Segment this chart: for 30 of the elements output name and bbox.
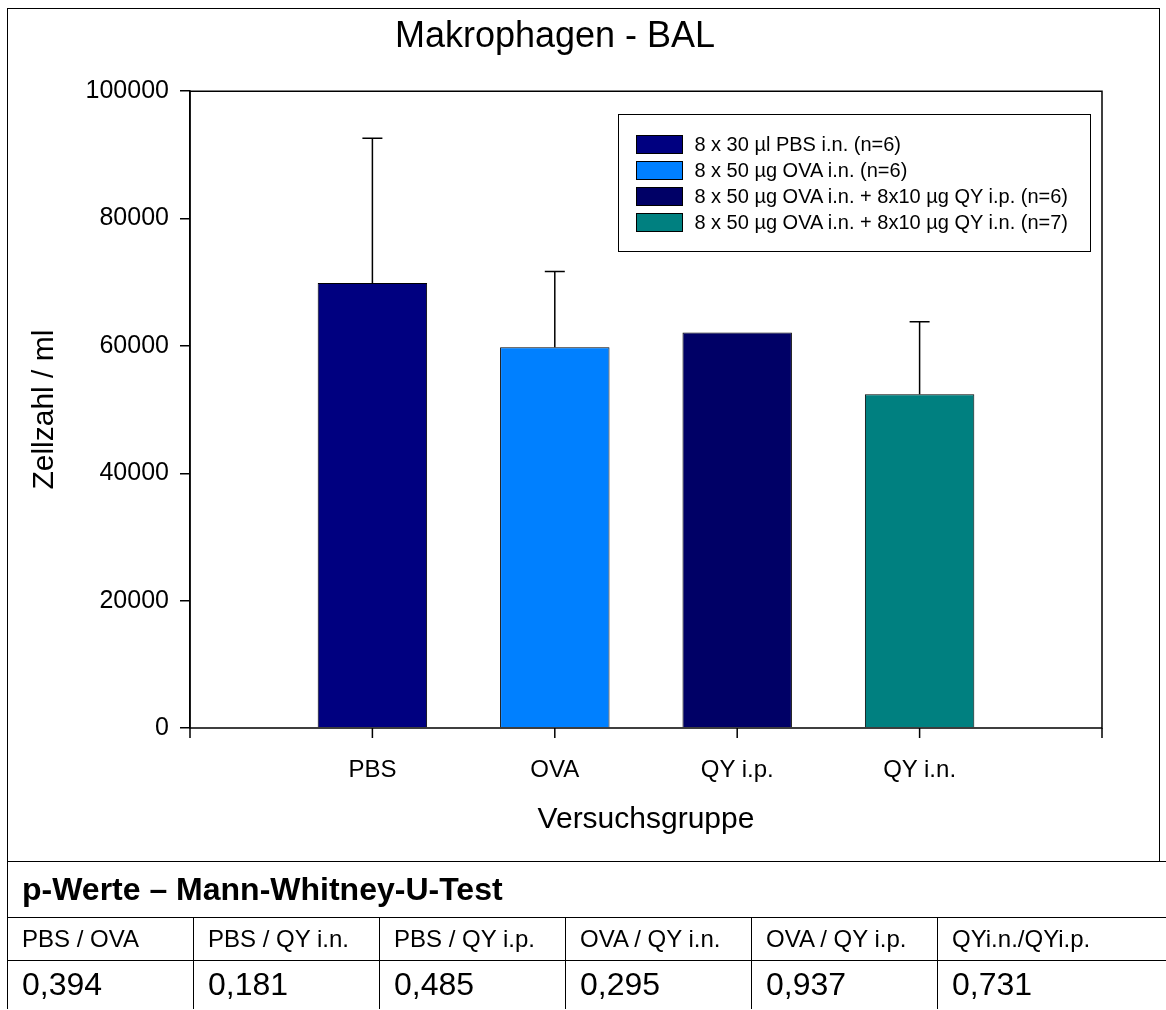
- legend-label: 8 x 50 µg OVA i.n. + 8x10 µg QY i.n. (n=7): [694, 210, 1068, 234]
- text: PBS / OVA: [7, 917, 194, 961]
- y-axis-title: Zellzahl / ml: [26, 329, 60, 490]
- x-axis-title: Versuchsgruppe: [537, 801, 755, 835]
- text: 0,485: [379, 960, 566, 1009]
- x-tick-label: PBS: [348, 755, 397, 783]
- text: 0,937: [751, 960, 938, 1009]
- text: PBS / QY i.n.: [193, 917, 380, 961]
- text: 0,394: [7, 960, 194, 1009]
- text: 0,295: [565, 960, 752, 1009]
- text: 0,181: [193, 960, 380, 1009]
- chart-title: Makrophagen - BAL: [394, 13, 716, 55]
- x-tick-label: OVA: [530, 755, 580, 783]
- text: OVA / QY i.p.: [751, 917, 938, 961]
- text: QYi.n./QYi.p.: [937, 917, 1166, 961]
- legend-label: 8 x 50 µg OVA i.n. (n=6): [694, 158, 908, 182]
- legend-label: 8 x 30 µl PBS i.n. (n=6): [694, 132, 901, 156]
- y-tick-label: 100000: [85, 75, 169, 104]
- x-tick-label: QY i.p.: [700, 755, 774, 783]
- y-tick-label: 80000: [99, 202, 169, 231]
- y-tick-label: 0: [155, 711, 169, 740]
- text: 0,731: [937, 960, 1166, 1009]
- y-tick-label: 60000: [99, 329, 169, 358]
- y-tick-label: 40000: [99, 457, 169, 486]
- legend-label: 8 x 50 µg OVA i.n. + 8x10 µg QY i.p. (n=6): [694, 184, 1068, 208]
- y-tick-label: 20000: [99, 584, 169, 613]
- text: PBS / QY i.p.: [379, 917, 566, 961]
- x-tick-label: QY i.n.: [883, 755, 957, 783]
- text: OVA / QY i.n.: [565, 917, 752, 961]
- text: p-Werte – Mann-Whitney-U-Test: [7, 861, 1166, 918]
